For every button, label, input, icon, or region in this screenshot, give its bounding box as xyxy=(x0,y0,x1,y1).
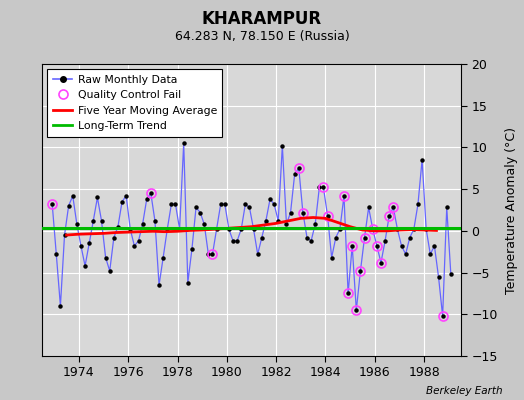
Text: KHARAMPUR: KHARAMPUR xyxy=(202,10,322,28)
Text: Berkeley Earth: Berkeley Earth xyxy=(427,386,503,396)
Text: 64.283 N, 78.150 E (Russia): 64.283 N, 78.150 E (Russia) xyxy=(174,30,350,43)
Legend: Raw Monthly Data, Quality Control Fail, Five Year Moving Average, Long-Term Tren: Raw Monthly Data, Quality Control Fail, … xyxy=(47,70,223,136)
Y-axis label: Temperature Anomaly (°C): Temperature Anomaly (°C) xyxy=(505,126,518,294)
